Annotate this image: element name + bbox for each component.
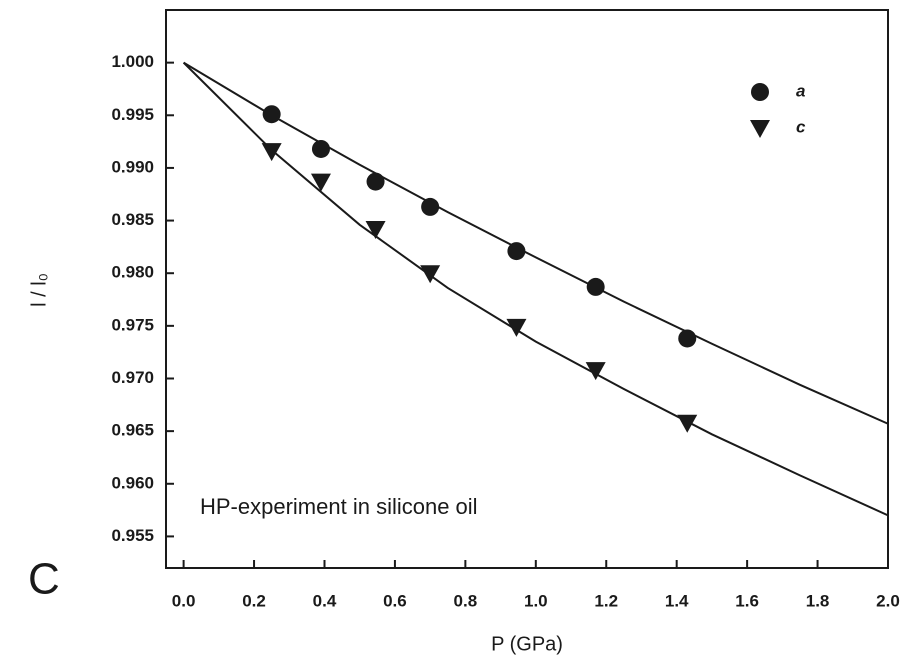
fit-line (183, 61, 889, 425)
x-tick-label: 1.6 (735, 591, 759, 610)
marker (585, 362, 606, 381)
marker (678, 329, 697, 348)
y-tick-label: 0.980 (111, 263, 154, 282)
y-tick-label: 0.985 (111, 210, 154, 229)
x-tick-label: 0.4 (313, 591, 337, 610)
annotation: HP-experiment in silicone oil (200, 494, 478, 519)
y-tick-label: 0.970 (111, 368, 154, 387)
y-tick-label: 1.000 (111, 52, 154, 71)
legend-label: a (796, 81, 805, 100)
marker (261, 143, 282, 162)
marker (311, 139, 330, 158)
x-tick-label: 0.8 (454, 591, 478, 610)
x-tick-label: 0.0 (172, 591, 196, 610)
marker (420, 265, 441, 284)
y-tick-label: 0.990 (111, 157, 154, 176)
fit-line (182, 61, 889, 517)
legend-label: c (796, 117, 806, 136)
y-tick-label: 0.960 (111, 473, 154, 492)
x-tick-label: 0.2 (242, 591, 266, 610)
marker (310, 173, 331, 192)
y-tick-label: 0.995 (111, 105, 154, 124)
marker (677, 414, 698, 433)
legend-marker (750, 120, 770, 138)
y-tick-label: 0.955 (111, 526, 154, 545)
marker (262, 105, 281, 124)
panel-label: C (28, 555, 60, 604)
marker (365, 220, 386, 239)
marker (586, 277, 605, 296)
marker (421, 197, 440, 216)
x-tick-label: 1.2 (594, 591, 618, 610)
plot-frame (165, 9, 889, 569)
y-axis-label: l / l₀ (28, 273, 50, 307)
x-tick-label: 1.4 (665, 591, 689, 610)
marker (507, 242, 526, 261)
x-axis-label: P (GPa) (491, 633, 563, 655)
y-tick-label: 0.975 (111, 315, 154, 334)
x-tick-label: 1.0 (524, 591, 548, 610)
x-tick-label: 1.8 (806, 591, 830, 610)
x-tick-label: 0.6 (383, 591, 407, 610)
marker (506, 318, 527, 337)
x-tick-label: 2.0 (876, 591, 900, 610)
y-tick-label: 0.965 (111, 421, 154, 440)
legend-marker (751, 83, 769, 101)
marker (366, 172, 385, 191)
